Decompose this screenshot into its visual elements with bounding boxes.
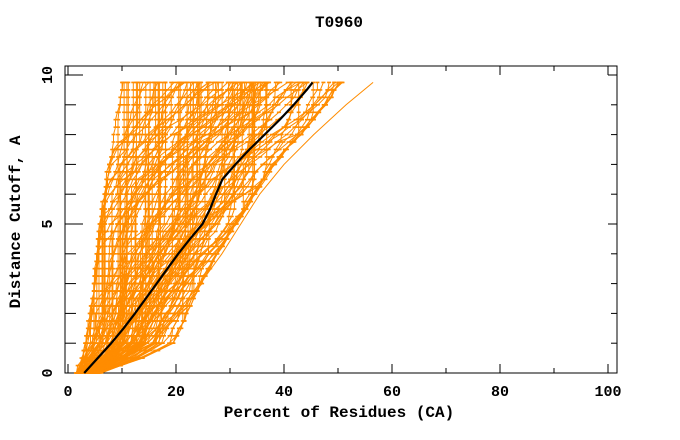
- orange-curve: [89, 82, 279, 374]
- orange-curve: [89, 82, 242, 374]
- orange-curve: [95, 82, 341, 374]
- orange-curve: [84, 82, 232, 374]
- orange-curve: [85, 82, 209, 374]
- orange-curve: [90, 82, 254, 374]
- x-tick-label: 80: [491, 384, 509, 401]
- orange-curve: [77, 82, 234, 374]
- orange-curve: [84, 82, 198, 374]
- x-tick-label: 40: [275, 384, 293, 401]
- orange-curve: [80, 82, 180, 374]
- orange-curve: [88, 82, 241, 374]
- orange-curve: [90, 82, 297, 374]
- x-axis-label: Percent of Residues (CA): [224, 404, 454, 422]
- x-tick-label: 20: [167, 384, 185, 401]
- x-tick-label: 60: [383, 384, 401, 401]
- orange-curve: [93, 82, 255, 374]
- chart-title: T0960: [315, 14, 363, 32]
- orange-curve: [82, 82, 179, 374]
- orange-curve: [76, 82, 159, 374]
- x-tick-label: 0: [63, 384, 72, 401]
- orange-curve: [95, 81, 302, 374]
- orange-curve: [88, 82, 218, 374]
- orange-curve-dash-markers: [95, 81, 337, 374]
- black-curve: [83, 81, 314, 374]
- orange-curve-dash-markers: [78, 81, 136, 374]
- orange-curve-dash-markers: [84, 81, 210, 374]
- orange-curve: [89, 81, 268, 374]
- orange-curve: [84, 82, 252, 374]
- orange-curve: [77, 82, 139, 374]
- orange-curve: [84, 81, 239, 374]
- outlier-curve: [94, 82, 374, 374]
- orange-curve: [87, 82, 236, 374]
- orange-curve: [80, 82, 134, 374]
- orange-curve: [99, 82, 339, 374]
- orange-curve: [79, 82, 237, 374]
- orange-curve: [91, 82, 260, 374]
- y-tick-label: 10: [40, 66, 57, 84]
- orange-curve: [78, 82, 151, 374]
- y-axis-label: Distance Cutoff, A: [7, 135, 25, 308]
- orange-curve: [79, 82, 175, 374]
- orange-curve: [76, 82, 125, 374]
- plot-border: [64, 65, 618, 374]
- orange-curve: [84, 82, 182, 374]
- orange-curve: [76, 82, 155, 374]
- y-tick-label: 0: [40, 368, 57, 377]
- x-tick-label: 100: [594, 384, 621, 401]
- orange-curve: [87, 82, 260, 374]
- orange-curve: [82, 82, 186, 374]
- plot-layer: 0 20 40 60 80 100 0 5 10: [40, 65, 622, 401]
- y-tick-label: 5: [40, 219, 57, 228]
